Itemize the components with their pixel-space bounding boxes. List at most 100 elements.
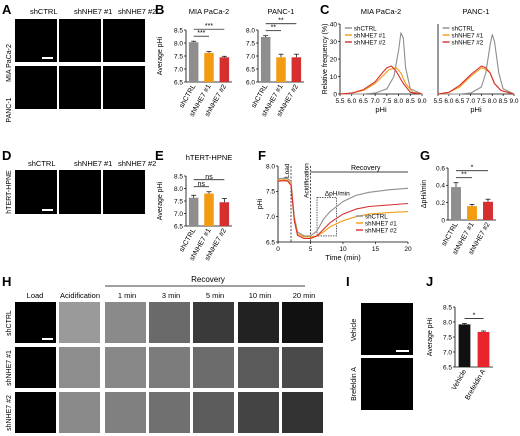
col-label: shNHE7 #1 xyxy=(74,7,112,16)
y-axis-label: ΔpHi/min xyxy=(421,180,428,209)
x-tick-label: 7.5 xyxy=(382,98,391,105)
micrograph xyxy=(361,358,413,410)
scale-bar xyxy=(396,350,409,352)
micrograph xyxy=(103,19,145,62)
series-line xyxy=(339,65,423,95)
bar xyxy=(467,206,477,220)
x-tick-label: 7.0 xyxy=(466,98,475,105)
y-tick-label: 30 xyxy=(330,39,338,46)
bar-chart-j: J Average pHi 6.5 7.0 7.5 8.0 8.5 VehicleBrefel… xyxy=(426,274,493,401)
stage-label: 20 min xyxy=(293,291,316,300)
y-tick-label: 8.0 xyxy=(174,186,183,193)
significance-label: *** xyxy=(197,30,205,37)
micrograph xyxy=(15,66,57,109)
y-tick-label: 6.5 xyxy=(174,79,183,86)
significance-label: ns xyxy=(205,174,213,181)
bar xyxy=(276,57,286,82)
y-tick-label: 7.5 xyxy=(266,189,275,196)
legend-label: shCTRL xyxy=(354,25,377,32)
y-tick-label: 10 xyxy=(330,74,338,81)
col-label: shNHE7 #1 xyxy=(74,159,112,168)
panel-letter: C xyxy=(320,2,330,17)
micrograph-grid xyxy=(15,302,323,433)
row-label: Brefeldin A xyxy=(351,367,358,401)
col-label: shCTRL xyxy=(28,159,56,168)
panel-letter: I xyxy=(346,274,350,289)
y-tick-label: 6.5 xyxy=(246,66,255,73)
micrograph xyxy=(105,302,146,343)
bar xyxy=(188,42,199,82)
significance-label: *** xyxy=(205,23,213,30)
panel-letter: E xyxy=(155,148,164,163)
stage-label: 3 min xyxy=(162,291,180,300)
micrograph xyxy=(103,66,145,109)
micrograph xyxy=(193,347,234,388)
micrograph xyxy=(193,302,234,343)
y-tick-label: 7.0 xyxy=(174,66,183,73)
bar xyxy=(219,202,230,226)
line-chart-c-mia-paca: C MIA PaCa-2 Relative frequency (%) 5.5 6.0 6… xyxy=(320,2,427,114)
chart-title: PANC-1 xyxy=(463,7,490,16)
bar xyxy=(204,52,214,82)
micrograph xyxy=(59,347,100,388)
bar xyxy=(458,324,471,367)
y-tick-label: 6.5 xyxy=(443,364,452,371)
y-axis-label: Average pHi xyxy=(157,36,164,75)
panel-letter: G xyxy=(420,148,430,163)
x-tick-label: 8.0 xyxy=(488,98,497,105)
micrograph xyxy=(15,302,56,343)
micrograph xyxy=(105,347,146,388)
y-tick-label: 0.4 xyxy=(436,183,445,190)
legend-label: shNHE7 #1 xyxy=(452,32,484,39)
x-tick-label: 9.0 xyxy=(417,98,426,105)
micrograph xyxy=(238,392,279,433)
micrograph xyxy=(149,347,190,388)
micrograph xyxy=(15,392,56,433)
y-tick-label: 0.6 xyxy=(436,165,445,172)
x-tick-label: 5.5 xyxy=(335,98,344,105)
row-label: shNHE7 #1 xyxy=(6,350,13,386)
micrograph xyxy=(59,19,101,62)
x-tick-label: 8.5 xyxy=(499,98,508,105)
x-tick-label: Vehicle xyxy=(451,368,468,391)
y-axis-label: Average pHi xyxy=(427,317,434,356)
y-tick-label: 20 xyxy=(330,56,338,63)
y-tick-label: 7.5 xyxy=(174,53,183,60)
bar xyxy=(291,57,302,82)
legend-label: shCTRL xyxy=(365,213,388,220)
x-axis-label: pHi xyxy=(375,105,387,114)
panel-d: D shCTRL shNHE7 #1 shNHE7 #2 hTERT-HPNE xyxy=(2,148,156,214)
micrograph xyxy=(238,302,279,343)
y-tick-label: 8.0 xyxy=(174,40,183,47)
x-tick-label: 10 xyxy=(339,246,347,253)
panel-a: A shCTRL shNHE7 #1 shNHE7 #2 MIA PaCa-2 … xyxy=(2,2,156,123)
micrograph xyxy=(15,19,57,62)
y-axis-label: pHi xyxy=(257,198,264,209)
annotation: ΔpH/min xyxy=(325,190,350,197)
recovery-label: Recovery xyxy=(191,275,225,284)
y-tick-label: 40 xyxy=(330,21,338,28)
panel-letter: A xyxy=(2,2,12,17)
x-tick-label: 15 xyxy=(372,246,380,253)
y-tick-label: 8.5 xyxy=(443,304,452,311)
significance-label: ** xyxy=(461,172,467,179)
legend-label: shNHE7 #2 xyxy=(354,39,386,46)
series-line xyxy=(438,33,515,95)
micrograph xyxy=(282,347,323,388)
row-label: shCTRL xyxy=(6,310,13,336)
micrograph xyxy=(103,170,145,214)
y-tick-label: 6.0 xyxy=(246,79,255,86)
row-label: PANC-1 xyxy=(6,97,13,122)
x-tick-label: 6.5 xyxy=(455,98,464,105)
bar xyxy=(188,197,199,226)
y-tick-label: 8.0 xyxy=(266,163,275,170)
series-line xyxy=(339,67,423,95)
slope-box xyxy=(316,197,337,237)
y-tick-label: 6.5 xyxy=(266,239,275,246)
row-label: MIA PaCa-2 xyxy=(6,44,13,82)
bar xyxy=(219,57,230,82)
y-axis-label: Relative frequency (%) xyxy=(322,24,329,95)
